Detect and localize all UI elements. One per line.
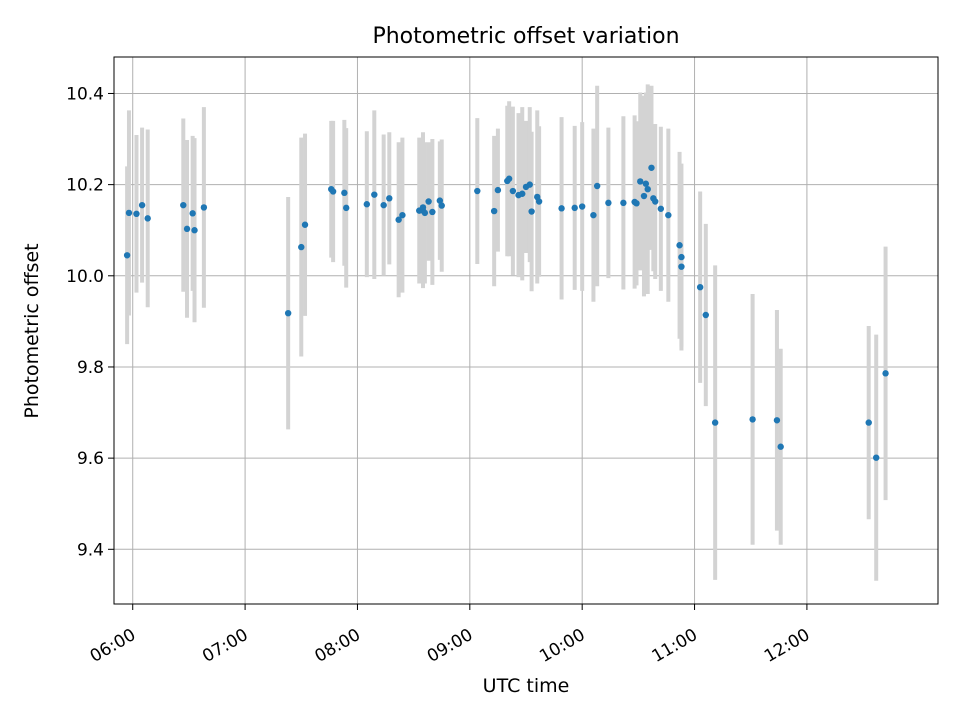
data-point (620, 199, 627, 207)
data-point (777, 443, 784, 450)
data-point (301, 221, 309, 228)
data-point (421, 209, 429, 217)
y-tick-label: 9.8 (77, 358, 104, 378)
data-point (652, 198, 659, 205)
data-point (696, 283, 704, 291)
data-point (882, 370, 889, 377)
data-point (191, 227, 198, 234)
data-point (298, 243, 305, 251)
data-point (125, 209, 133, 217)
chart-title: Photometric offset variation (372, 24, 679, 49)
data-point (605, 199, 612, 207)
data-point (371, 191, 378, 198)
data-point (438, 202, 445, 209)
data-point (676, 242, 683, 249)
data-point (419, 204, 427, 211)
data-point (343, 204, 350, 212)
data-point (519, 190, 526, 197)
data-point (138, 201, 146, 209)
data-point (395, 216, 402, 223)
data-point (144, 215, 151, 222)
data-point (873, 454, 880, 461)
data-point (642, 180, 650, 187)
data-point (711, 419, 719, 426)
data-point (494, 186, 502, 194)
data-point (590, 211, 597, 219)
y-tick-label: 10.4 (66, 84, 104, 104)
x-axis-label: UTC time (483, 675, 570, 697)
data-point (637, 178, 644, 185)
data-point (678, 253, 685, 261)
data-point (180, 201, 187, 209)
data-point (363, 201, 371, 208)
data-point (399, 211, 406, 219)
data-point (644, 185, 651, 193)
y-axis-label: Photometric offset (21, 243, 43, 418)
y-tick-label: 10.2 (66, 176, 104, 196)
plot-frame (113, 56, 939, 605)
data-point (429, 208, 436, 216)
data-point (535, 198, 543, 205)
data-point (665, 211, 672, 219)
y-tick-label: 9.4 (77, 540, 104, 560)
data-point (678, 263, 685, 270)
point-layer (123, 164, 889, 461)
data-point (183, 225, 191, 233)
data-point (558, 205, 565, 212)
data-point (509, 187, 517, 195)
data-point (773, 417, 781, 424)
data-point (425, 198, 432, 205)
data-point (284, 309, 292, 317)
data-point (571, 204, 578, 212)
data-point (633, 200, 640, 207)
data-point (640, 192, 648, 200)
data-point (474, 187, 481, 195)
data-point (578, 203, 586, 210)
data-point (593, 182, 601, 190)
data-point (657, 205, 665, 212)
data-point (505, 175, 513, 182)
data-point (329, 188, 337, 195)
grid-layer (114, 57, 938, 604)
data-point (133, 210, 140, 218)
data-point (865, 419, 872, 426)
data-point (528, 208, 535, 215)
data-point (436, 197, 444, 204)
data-point (386, 195, 393, 202)
y-tick-label: 10.0 (66, 267, 104, 287)
data-point (702, 311, 709, 319)
data-point (123, 252, 131, 259)
data-point (490, 207, 498, 215)
data-point (200, 204, 208, 211)
data-point (189, 210, 196, 217)
data-point (648, 164, 655, 171)
data-point (526, 181, 533, 188)
data-point (341, 189, 348, 197)
data-point (749, 416, 756, 423)
y-tick-label: 9.6 (77, 449, 104, 469)
data-point (380, 201, 387, 209)
